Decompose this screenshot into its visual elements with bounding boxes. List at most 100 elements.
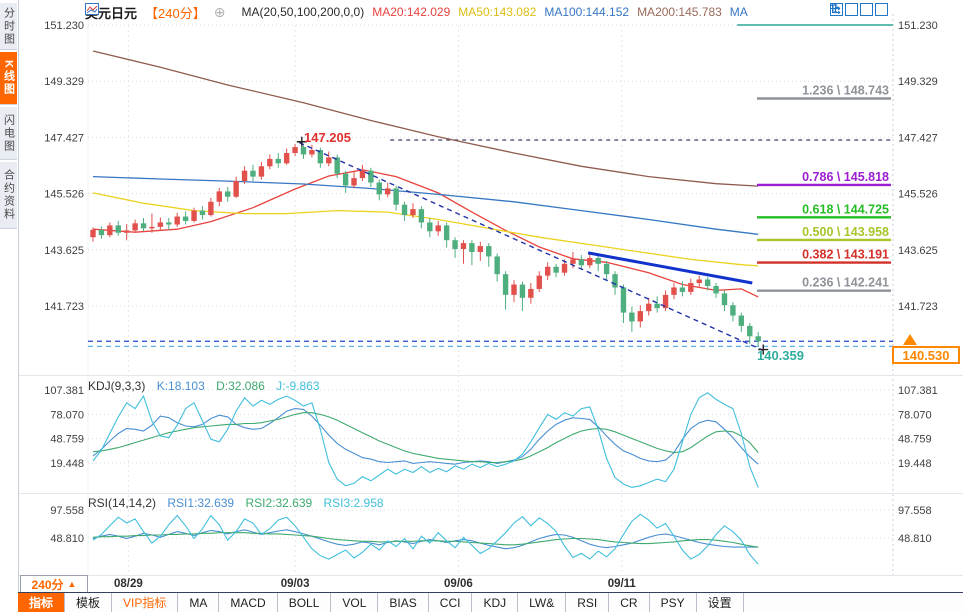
timeframe-button-label: 240分 <box>31 577 64 592</box>
toolbar-item-vip-indicators[interactable]: VIP指标 <box>112 593 179 612</box>
candle <box>587 257 593 266</box>
toolbar-item-lw[interactable]: LW& <box>518 593 567 612</box>
candle <box>443 225 450 241</box>
toolbar-item-label: BIAS <box>389 595 417 610</box>
cross-marker <box>758 344 769 355</box>
ma-lines <box>92 50 759 298</box>
y-axis-label: 143.625 <box>898 245 938 257</box>
candle <box>208 201 214 216</box>
y-axis-label: 145.526 <box>44 189 84 201</box>
price-markers <box>903 334 917 345</box>
ma-line-ma50 <box>92 192 759 267</box>
toolbar-item-bias[interactable]: BIAS <box>378 593 429 612</box>
sidebar-tab-time-chart[interactable]: 分时图 <box>0 3 17 50</box>
candle <box>688 283 694 292</box>
candle <box>679 287 686 292</box>
candle <box>359 170 366 179</box>
y-axis-label: 19.448 <box>50 458 84 470</box>
rsi-pane-header: RSI(14,14,2) RSI1:32.639 RSI2:32.639 RSI… <box>88 496 384 510</box>
ma100-value: MA100:144.152 <box>544 5 630 19</box>
toolbar-item-label: 模板 <box>76 596 101 610</box>
candle <box>603 263 610 275</box>
candle <box>578 259 585 266</box>
pan-right-icon[interactable] <box>832 3 888 16</box>
y-axis-label: 48.759 <box>50 434 84 446</box>
candle <box>502 274 509 295</box>
sidebar-tab-lightning-chart[interactable]: 闪电图 <box>0 107 17 160</box>
candle <box>730 305 736 316</box>
candle <box>309 150 315 155</box>
candle <box>528 288 534 298</box>
candle <box>401 204 408 216</box>
axis-labels: 151.230 151.230 149.329 149.329 147.427 147.4… <box>44 20 938 590</box>
y-axis-label: 151.230 <box>44 20 84 32</box>
timeframe-button[interactable]: 240分 ▲ <box>20 575 88 593</box>
y-axis-label: 97.558 <box>898 505 932 517</box>
trendlines <box>296 136 769 355</box>
candle <box>671 287 677 295</box>
sidebar-tab-contract-info[interactable]: 合约资料 <box>0 162 17 229</box>
candle <box>460 243 467 250</box>
toolbar-item-boll[interactable]: BOLL <box>278 593 332 612</box>
candle <box>376 182 382 195</box>
candle <box>637 311 643 322</box>
candle <box>191 210 197 221</box>
low-price-annotation: 140.359 <box>757 348 804 363</box>
y-axis-label: 97.558 <box>50 505 84 517</box>
toolbar-item-label: KDJ <box>483 595 507 610</box>
candle <box>696 279 702 284</box>
sidebar-tab-label: 分时图 <box>2 6 15 46</box>
candle <box>385 188 391 195</box>
ma-line-ma200 <box>92 50 759 187</box>
kdj-k-value: K:18.103 <box>156 379 205 393</box>
candle <box>536 275 542 289</box>
rsi1-value: RSI1:32.639 <box>167 496 235 510</box>
toolbar-item-psy[interactable]: PSY <box>650 593 697 612</box>
toolbar-item-label: VIP指标 <box>123 596 167 610</box>
candle <box>410 209 416 216</box>
y-axis-zoom-icon[interactable] <box>830 3 858 16</box>
toolbar-item-cci[interactable]: CCI <box>429 593 473 612</box>
toolbar-item-templates[interactable]: 模板 <box>65 593 113 612</box>
toolbar-item-rsi[interactable]: RSI <box>566 593 610 612</box>
y-axis-label: 147.427 <box>44 132 84 144</box>
toolbar-item-label: 指标 <box>29 596 54 610</box>
candlestick-series <box>90 143 761 347</box>
toolbar-item-settings[interactable]: 设置 <box>697 593 744 612</box>
candle <box>216 191 222 202</box>
candle <box>199 210 206 216</box>
fib-level-label: 0.786 \ 145.818 <box>802 170 889 184</box>
candle <box>629 312 635 322</box>
ma-line-ma20 <box>92 169 759 298</box>
candle <box>166 222 172 225</box>
candle <box>469 243 475 252</box>
candle <box>275 158 281 164</box>
fibonacci-levels: 1.236 \ 148.743 0.786 \ 145.818 0.618 \ 14… <box>757 84 891 292</box>
y-axis-label: 149.329 <box>898 76 938 88</box>
left-sidebar: 分时图 K线图 闪电图 合约资料 <box>0 0 19 612</box>
candle <box>334 157 340 174</box>
circle-plus-icon[interactable]: ⊕ <box>213 4 226 20</box>
rsi-line <box>92 513 759 565</box>
toolbar-item-ma[interactable]: MA <box>178 593 220 612</box>
toolbar-item-label: CR <box>620 595 638 610</box>
candle <box>544 266 551 276</box>
candle <box>132 223 138 231</box>
toolbar-item-vol[interactable]: VOL <box>331 593 379 612</box>
x-axis-zoom-icon[interactable] <box>832 3 873 16</box>
toolbar-item-label: PSY <box>660 595 685 610</box>
sidebar-tab-kline-chart[interactable]: K线图 <box>0 52 17 105</box>
y-axis-label: 78.070 <box>50 409 84 421</box>
candle <box>570 259 576 264</box>
candle <box>747 325 753 337</box>
toolbar-item-kdj[interactable]: KDJ <box>472 593 519 612</box>
toolbar-item-label: BOLL <box>288 595 320 610</box>
candle <box>157 222 164 227</box>
candle <box>98 229 105 236</box>
toolbar-item-macd[interactable]: MACD <box>219 593 278 612</box>
chart-header: 美元日元 【240分】 ⊕ MA(20,50,100,200,0,0) MA20… <box>85 3 748 21</box>
candle <box>721 293 728 306</box>
toolbar-item-cr[interactable]: CR <box>609 593 650 612</box>
toolbar-item-indicators[interactable]: 指标 <box>18 593 66 612</box>
